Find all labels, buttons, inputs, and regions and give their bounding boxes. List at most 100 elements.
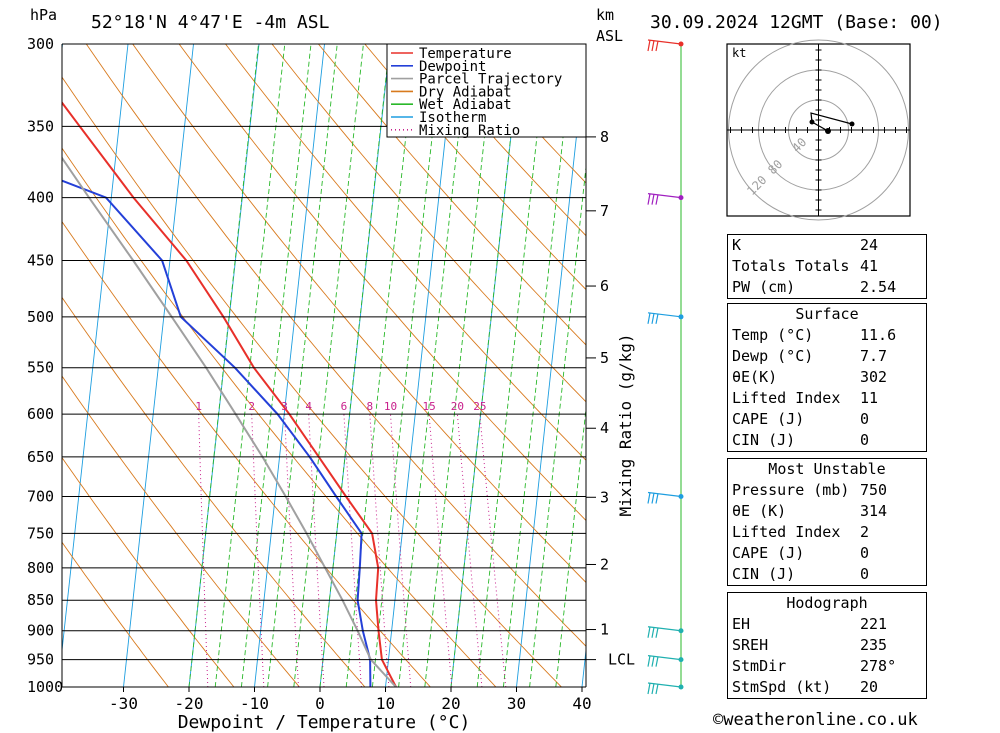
table-row: CAPE (J) 0 [728,543,927,564]
index-value: 0 [860,565,870,583]
index-label: K [732,236,742,254]
wind-barb-flag [655,627,659,638]
most-unstable-table: Most Unstable Pressure (mb) 750 θE (K) 314 Li… [727,458,927,586]
pressure-tick-label: 650 [27,448,54,466]
index-value: 302 [860,368,888,386]
mixing-ratio-line [456,414,483,687]
dry-adiabat-line [62,456,235,687]
wet-adiabat-line [424,44,496,687]
wind-barb-flag [651,194,655,205]
wind-profile [647,39,684,695]
wind-barb-flag [655,683,659,695]
wet-adiabat-line [476,44,548,687]
legend-label: Dewpoint [419,59,486,75]
wet-adiabat-line [555,404,586,687]
isotherm-line [62,44,129,655]
dry-adiabat-line [178,44,586,522]
wet-adiabat-line [529,163,586,687]
pressure-tick-label: 600 [27,405,54,423]
index-label: θE(K) [732,368,778,386]
indices-top-table: K 24 Totals Totals 41 PW (cm) 2.54 [727,234,927,299]
table-row: θE(K) 302 [728,367,927,388]
table-row: θE (K) 314 [728,501,927,522]
wind-barb-flag [651,627,655,638]
hodograph-table: Hodograph EH 221 SREH 235 StmDir 278° StmSpd (k… [727,592,927,699]
wet-adiabat-line [450,44,522,687]
index-label: Lifted Index [732,389,841,407]
surface-table: Surface Temp (°C) 11.6 Dewp (°C) 7.7 θE(K) 302… [727,303,927,452]
index-value: 11 [860,389,879,407]
pressure-tick-label: 350 [27,117,54,135]
mixing-ratio-line [479,414,507,687]
x-tick-label: -20 [175,694,204,713]
location-title: 52°18'N 4°47'E -4m ASL [91,12,330,33]
km-tick-label: LCL [608,651,635,669]
mixing-ratio-label: 25 [473,400,486,413]
km-tick-label: 8 [600,128,609,146]
pressure-tick-label: 450 [27,252,54,270]
pressure-tick-label: 750 [27,524,54,542]
wind-barb-flag [655,313,659,324]
legend-label: Temperature [419,46,512,62]
mixing-ratio-line [343,414,362,687]
mixing-ratio-line [284,414,299,687]
x-tick-label: 10 [376,694,395,713]
index-value: 750 [860,481,888,499]
wind-barb-flag [651,313,655,324]
index-label: Lifted Index [732,523,841,541]
table-row: StmDir 278° [728,656,927,677]
km-tick-label: 7 [600,202,609,220]
pressure-tick-label: 950 [27,651,54,669]
table-row: StmSpd (kt) 20 [728,677,927,699]
wind-barb-flag [651,683,655,695]
km-tick-label: 5 [600,349,609,367]
hodograph-storm-motion [825,128,831,134]
index-label: CAPE (J) [732,410,805,428]
pressure-tick-label: 800 [27,559,54,577]
index-label: θE (K) [732,502,787,520]
series-parcel-trajectory [62,156,397,687]
index-value: 0 [860,410,870,428]
isotherm-line [385,44,456,687]
mixing-ratio-label: 1 [195,400,202,413]
wet-adiabat-line [502,44,574,687]
wet-adiabat-line [345,44,417,687]
table-title: Surface [795,305,859,323]
index-value: 278° [860,657,897,675]
mixing-ratio-axis-label: Mixing Ratio (g/kg) [616,333,635,516]
dry-adiabat-line [410,44,586,237]
km-unit-asl: ASL [596,27,623,45]
mixing-ratio-label: 6 [341,400,348,413]
wet-adiabat-line [188,44,259,687]
legend-label: Wet Adiabat [419,97,512,113]
dry-adiabat-line [62,296,366,687]
wind-barb-flag [647,682,651,695]
x-tick-label: -30 [109,694,138,713]
mixing-ratio-label: 20 [451,400,464,413]
table-row: Dewp (°C) 7.7 [728,346,927,367]
index-label: StmSpd (kt) [732,678,832,696]
index-value: 221 [860,615,888,633]
hodograph-point [809,119,815,125]
hodograph-trace [810,112,853,132]
index-value: 11.6 [860,326,897,344]
x-tick-label: 20 [441,694,460,713]
index-value: 0 [860,544,870,562]
table-row: Totals Totals 41 [728,256,927,277]
hodograph-unit: kt [732,46,746,60]
legend-label: Dry Adiabat [419,84,512,100]
index-label: SREH [732,636,769,654]
wind-barb-flag [647,312,651,324]
credit-text: ©weatheronline.co.uk [713,710,918,730]
index-label: CIN (J) [732,431,796,449]
wind-barb-flag [647,492,651,504]
pressure-tick-label: 850 [27,591,54,609]
pressure-tick-label: 400 [27,189,54,207]
mixing-ratio-label: 3 [281,400,288,413]
legend-box [386,43,587,138]
mixing-ratio-line [198,414,209,687]
km-unit: km [596,6,614,24]
table-row: K 24 [728,235,927,257]
table-row: Temp (°C) 11.6 [728,325,927,346]
pressure-unit: hPa [30,6,57,24]
